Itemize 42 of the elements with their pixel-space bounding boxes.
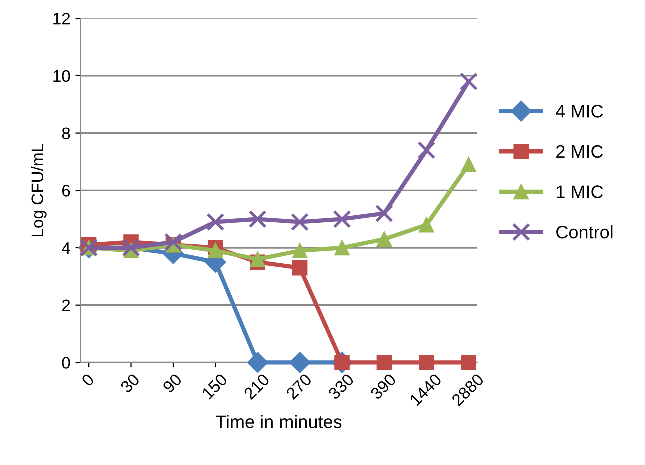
x-tick-label: 90 <box>162 373 183 394</box>
point <box>292 260 308 276</box>
x-axis-title: Time in minutes <box>216 415 342 428</box>
point <box>290 352 311 374</box>
y-axis-title: Log CFU/mL <box>31 144 47 237</box>
y-tick-label: 6 <box>62 185 70 197</box>
point <box>419 355 434 370</box>
x-tick-label: 270 <box>286 373 313 400</box>
point <box>291 213 310 232</box>
y-tick-label: 4 <box>62 242 70 254</box>
x-tick-label: 390 <box>370 373 397 400</box>
point <box>208 243 224 259</box>
legend-label: 2 MIC <box>556 145 604 158</box>
y-tick-label: 8 <box>62 128 70 140</box>
point <box>248 210 267 228</box>
point <box>460 72 478 91</box>
point <box>419 217 434 233</box>
x-tick-label: 210 <box>243 373 270 400</box>
point <box>206 213 225 232</box>
point <box>461 355 476 370</box>
x-tick-label: 330 <box>328 373 355 400</box>
x-tick-label: 150 <box>202 373 228 400</box>
point <box>418 141 436 160</box>
point <box>247 352 268 374</box>
point <box>376 355 392 370</box>
y-tick-label: 10 <box>54 70 70 82</box>
point <box>375 204 394 223</box>
point <box>333 210 352 228</box>
point <box>334 240 350 256</box>
y-tick-label: 12 <box>54 13 70 25</box>
point <box>292 243 308 259</box>
legend-label: 1 MIC <box>557 186 604 198</box>
x-tick-label: 0 <box>81 373 96 388</box>
y-tick-label: 2 <box>62 300 70 312</box>
legend-label: 4 MIC <box>556 105 604 118</box>
point <box>250 252 266 268</box>
point <box>461 157 476 172</box>
x-tick-label: 30 <box>120 373 141 394</box>
legend-label: Control <box>556 225 613 239</box>
point <box>164 233 182 252</box>
point <box>376 232 392 248</box>
y-tick-label: 0 <box>62 357 70 369</box>
